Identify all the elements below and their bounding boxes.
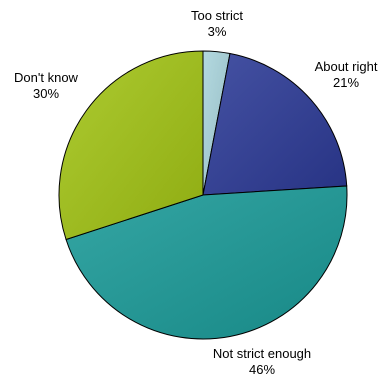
slice-category-label-too-strict: Too strict — [191, 8, 243, 23]
slice-value-label-not-strict-enough: 46% — [249, 362, 275, 377]
pie-slice-not-strict-enough — [65, 185, 348, 340]
slice-category-label-don-t-know: Don't know — [14, 70, 79, 85]
slice-value-label-about-right: 21% — [333, 75, 359, 90]
pie-slice-about-right — [202, 52, 348, 196]
slice-category-label-about-right: About right — [315, 59, 378, 74]
slice-value-label-don-t-know: 30% — [33, 86, 59, 101]
pie-slices — [58, 50, 348, 340]
slice-value-label-too-strict: 3% — [208, 24, 227, 39]
pie-slice-don-t-know — [58, 50, 204, 241]
slice-category-label-not-strict-enough: Not strict enough — [213, 346, 311, 361]
